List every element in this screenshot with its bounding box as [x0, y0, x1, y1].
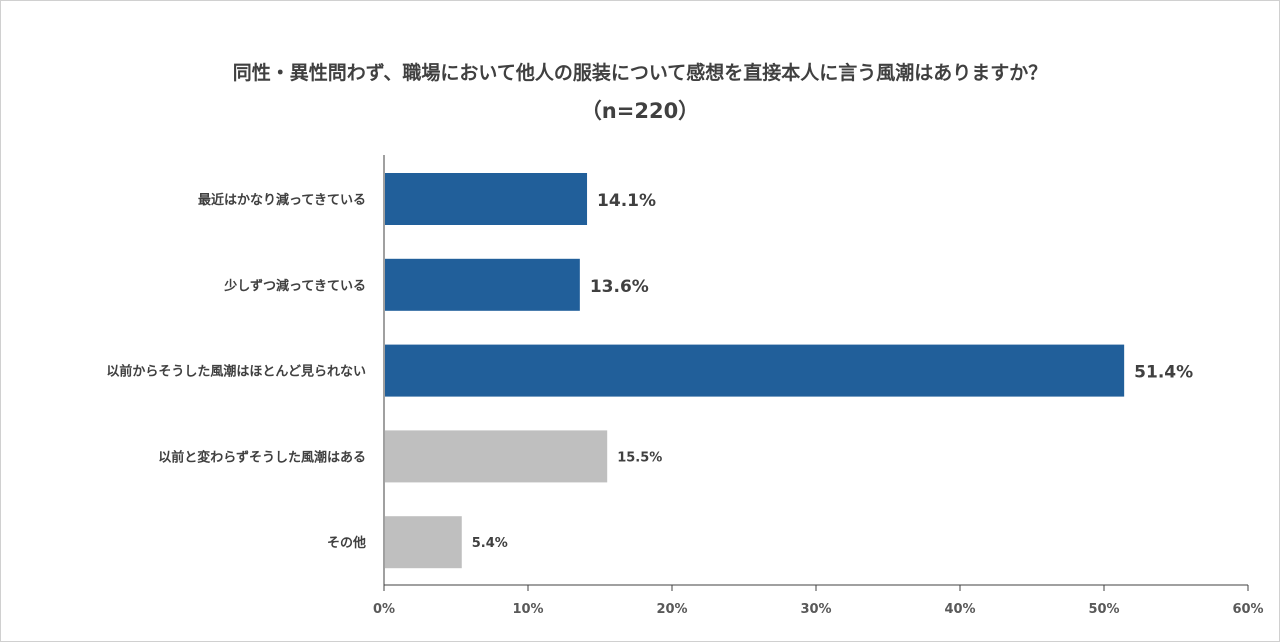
data-label: 5.4%: [472, 536, 508, 551]
category-label: その他: [327, 535, 366, 551]
bar: [385, 430, 608, 483]
data-label: 13.6%: [590, 277, 649, 297]
x-tick-label: 50%: [1088, 602, 1119, 617]
x-tick-label: 60%: [1232, 602, 1263, 617]
chart-subtitle: （n=220）: [580, 99, 700, 123]
category-label: 少しずつ減ってきている: [223, 278, 366, 294]
data-label: 14.1%: [597, 191, 656, 211]
bar: [385, 258, 580, 311]
bar: [385, 516, 462, 569]
chart-title: 同性・異性問わず、職場において他人の服装について感想を直接本人に言う風潮はありま…: [232, 62, 1048, 84]
bar: [385, 344, 1125, 397]
data-label: 15.5%: [617, 450, 662, 465]
x-tick-label: 20%: [656, 602, 687, 617]
x-tick-label: 40%: [944, 602, 975, 617]
bar: [385, 173, 588, 225]
category-label: 以前からそうした風潮はほとんど見られない: [106, 364, 366, 380]
x-tick-label: 0%: [373, 602, 395, 617]
x-tick-label: 10%: [512, 602, 543, 617]
category-label: 最近はかなり減ってきている: [198, 192, 366, 208]
x-tick-label: 30%: [800, 602, 831, 617]
data-label: 51.4%: [1134, 363, 1193, 383]
category-label: 以前と変わらずそうした風潮はある: [158, 449, 366, 465]
